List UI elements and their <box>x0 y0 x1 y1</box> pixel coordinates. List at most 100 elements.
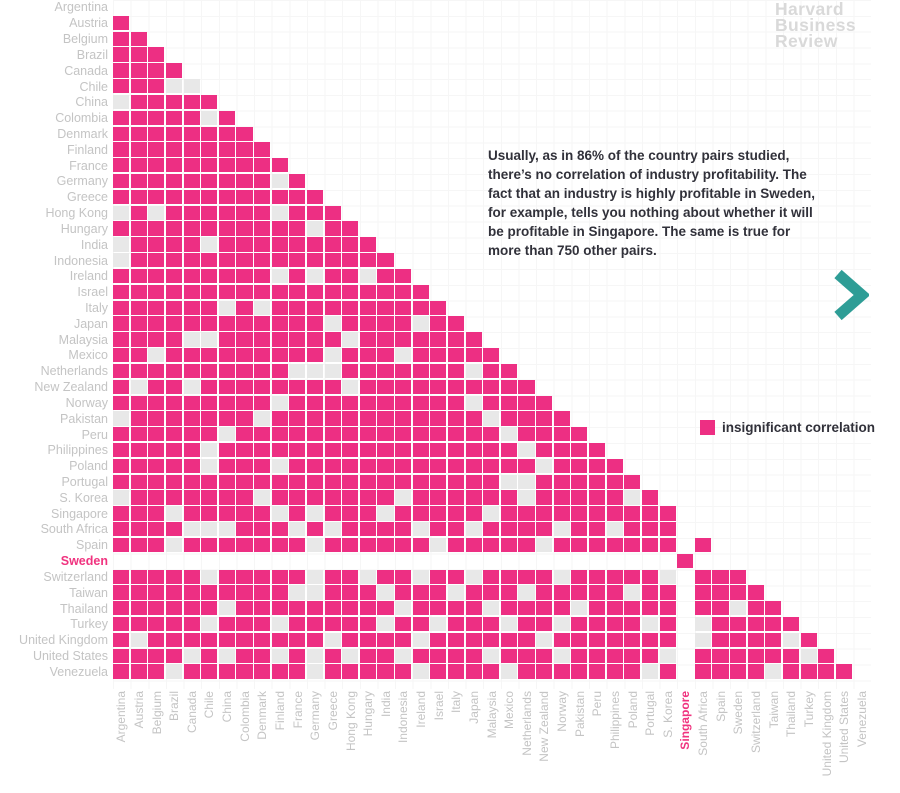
matrix-cell <box>183 158 200 173</box>
matrix-cell <box>659 522 676 537</box>
matrix-cell <box>183 126 200 141</box>
matrix-cell <box>518 522 535 537</box>
matrix-cell <box>113 490 130 505</box>
matrix-cell <box>165 63 182 78</box>
matrix-cell <box>412 601 429 616</box>
matrix-cell <box>765 648 782 663</box>
matrix-cell <box>271 189 288 205</box>
matrix-cell <box>518 442 535 458</box>
row-label-singapore: Singapore <box>51 506 108 521</box>
matrix-cell <box>342 332 359 347</box>
matrix-cell <box>536 490 553 505</box>
matrix-cell <box>430 474 447 489</box>
row-label-germany: Germany <box>56 174 108 189</box>
next-arrow-button[interactable] <box>833 269 871 322</box>
matrix-cell <box>183 379 200 394</box>
matrix-cell <box>201 585 218 600</box>
matrix-cell <box>447 395 465 410</box>
matrix-cell <box>359 268 376 284</box>
matrix-cell <box>377 268 394 284</box>
matrix-cell <box>377 506 394 521</box>
matrix-cell <box>183 427 200 442</box>
matrix-cell <box>694 616 711 632</box>
matrix-cell <box>289 284 306 300</box>
matrix-cell <box>342 458 359 474</box>
matrix-cell <box>500 506 517 521</box>
matrix-cell <box>606 506 623 521</box>
matrix-cell <box>412 411 429 426</box>
matrix-cell <box>201 158 218 173</box>
matrix-cell <box>254 411 271 426</box>
matrix-cell <box>289 395 306 410</box>
matrix-cell <box>624 585 641 600</box>
matrix-cell <box>254 474 271 489</box>
matrix-cell <box>377 632 394 648</box>
matrix-cell <box>747 648 764 663</box>
matrix-cell <box>395 284 412 300</box>
matrix-cell <box>324 474 341 489</box>
legend-pink-swatch <box>700 420 715 435</box>
matrix-cell <box>324 616 341 632</box>
matrix-cell <box>130 379 147 394</box>
matrix-cell <box>271 348 288 363</box>
matrix-cell <box>571 601 588 616</box>
matrix-cell <box>606 474 623 489</box>
matrix-cell <box>412 427 429 442</box>
matrix-cell <box>395 664 412 679</box>
matrix-cell <box>183 442 200 458</box>
matrix-cell <box>306 189 324 205</box>
row-label-hungary: Hungary <box>60 221 108 236</box>
matrix-cell <box>130 442 147 458</box>
matrix-cell <box>165 506 182 521</box>
matrix-cell <box>606 648 623 663</box>
matrix-cell <box>113 110 130 126</box>
row-label-turkey: Turkey <box>70 617 108 632</box>
matrix-cell <box>236 395 253 410</box>
matrix-cell <box>377 253 394 268</box>
matrix-cell <box>289 601 306 616</box>
matrix-cell <box>113 616 130 632</box>
matrix-cell <box>218 442 235 458</box>
matrix-cell <box>254 348 271 363</box>
matrix-cell <box>447 585 465 600</box>
matrix-cell <box>765 664 782 679</box>
matrix-cell <box>271 332 288 347</box>
matrix-cell <box>236 585 253 600</box>
matrix-cell <box>712 569 729 584</box>
col-label-chile: Chile <box>202 691 217 719</box>
matrix-cell <box>447 411 465 426</box>
matrix-cell <box>324 522 341 537</box>
matrix-cell <box>395 506 412 521</box>
matrix-cell <box>395 569 412 584</box>
matrix-cell <box>518 616 535 632</box>
matrix-cell <box>324 506 341 521</box>
matrix-cell <box>148 601 165 616</box>
matrix-cell <box>553 522 570 537</box>
matrix-cell <box>306 237 324 252</box>
matrix-cell <box>113 31 130 46</box>
matrix-cell <box>518 411 535 426</box>
col-label-malaysia: Malaysia <box>484 691 499 739</box>
matrix-cell <box>465 411 482 426</box>
matrix-cell <box>289 490 306 505</box>
matrix-cell <box>236 648 253 663</box>
matrix-cell <box>130 268 147 284</box>
matrix-cell <box>518 506 535 521</box>
matrix-cell <box>254 522 271 537</box>
matrix-cell <box>536 458 553 474</box>
matrix-cell <box>377 363 394 379</box>
matrix-cell <box>113 126 130 141</box>
matrix-cell <box>571 490 588 505</box>
matrix-cell <box>606 664 623 679</box>
matrix-cell <box>571 427 588 442</box>
matrix-cell <box>377 395 394 410</box>
matrix-cell <box>765 632 782 648</box>
matrix-cell <box>236 174 253 189</box>
matrix-cell <box>183 348 200 363</box>
matrix-cell <box>148 205 165 220</box>
matrix-cell <box>500 522 517 537</box>
matrix-cell <box>553 601 570 616</box>
matrix-cell <box>254 363 271 379</box>
matrix-cell <box>324 237 341 252</box>
matrix-cell <box>236 537 253 553</box>
